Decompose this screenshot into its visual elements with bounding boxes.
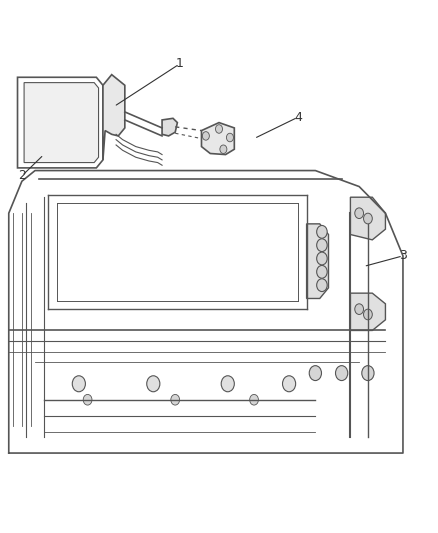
Polygon shape — [307, 224, 328, 298]
Circle shape — [355, 304, 364, 314]
Circle shape — [336, 366, 348, 381]
Polygon shape — [201, 123, 234, 155]
Circle shape — [364, 309, 372, 320]
Polygon shape — [350, 293, 385, 330]
Polygon shape — [350, 197, 385, 240]
Circle shape — [83, 394, 92, 405]
Circle shape — [317, 225, 327, 238]
Circle shape — [283, 376, 296, 392]
Text: 2: 2 — [18, 169, 26, 182]
Circle shape — [147, 376, 160, 392]
Circle shape — [220, 145, 227, 154]
Circle shape — [362, 366, 374, 381]
Circle shape — [171, 394, 180, 405]
Circle shape — [226, 133, 233, 142]
Circle shape — [72, 376, 85, 392]
Polygon shape — [103, 75, 125, 160]
Circle shape — [215, 125, 223, 133]
Circle shape — [317, 239, 327, 252]
Circle shape — [309, 366, 321, 381]
Circle shape — [221, 376, 234, 392]
Polygon shape — [162, 118, 177, 136]
Circle shape — [355, 208, 364, 219]
Circle shape — [364, 213, 372, 224]
Circle shape — [317, 252, 327, 265]
Text: 1: 1 — [176, 58, 184, 70]
Circle shape — [202, 132, 209, 140]
Polygon shape — [24, 83, 99, 163]
Circle shape — [317, 265, 327, 278]
Circle shape — [250, 394, 258, 405]
Circle shape — [317, 279, 327, 292]
Text: 3: 3 — [399, 249, 407, 262]
Text: 4: 4 — [294, 111, 302, 124]
